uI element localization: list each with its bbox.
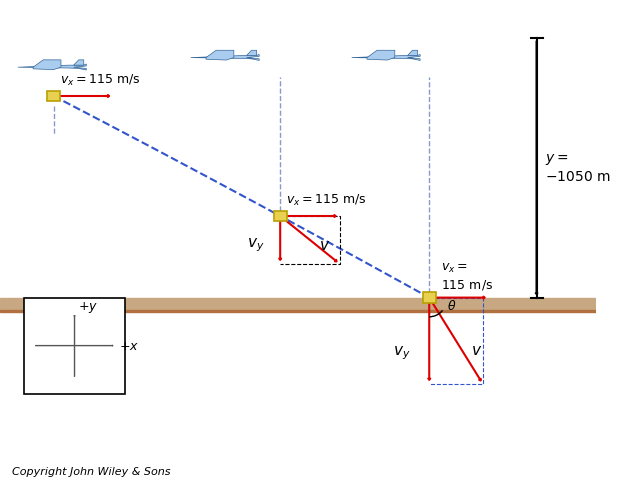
Bar [24,298,125,394]
Text: $v$: $v$ [319,238,330,252]
Polygon shape [367,50,395,60]
Polygon shape [74,60,84,65]
Bar [423,292,436,303]
Text: $v_x =$
$115\ \mathrm{m/s}$: $v_x =$ $115\ \mathrm{m/s}$ [441,262,494,291]
Polygon shape [33,60,61,70]
Text: $+x$: $+x$ [119,340,139,353]
Text: $v_x = 115\ \mathrm{m/s}$: $v_x = 115\ \mathrm{m/s}$ [286,193,366,208]
Text: Copyright John Wiley & Sons: Copyright John Wiley & Sons [12,467,170,477]
Polygon shape [191,54,259,60]
Text: $v_y$: $v_y$ [394,344,411,362]
Polygon shape [407,50,417,56]
Text: $v_y$: $v_y$ [247,236,265,254]
Text: $v_x = 115\ \mathrm{m/s}$: $v_x = 115\ \mathrm{m/s}$ [60,73,140,88]
Polygon shape [18,64,86,70]
Bar [274,211,287,221]
Polygon shape [351,54,420,60]
Text: $y =$
$-1050\ \mathrm{m}$: $y =$ $-1050\ \mathrm{m}$ [545,153,611,184]
Polygon shape [206,50,234,60]
Text: $v$: $v$ [471,343,482,358]
Bar [0,310,596,312]
Bar [0,298,596,310]
Text: $+y$: $+y$ [78,300,97,314]
Text: $\theta$: $\theta$ [447,299,456,312]
Polygon shape [247,50,256,56]
Bar [47,91,60,101]
